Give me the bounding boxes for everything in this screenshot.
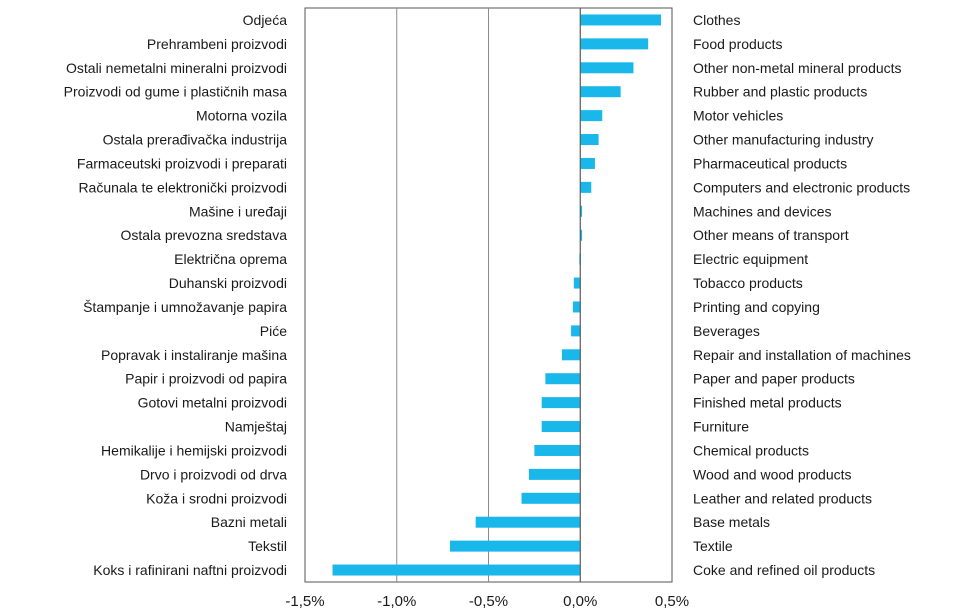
category-label: Motorna vozila — [196, 108, 287, 124]
category-label-english: Coke and refined oil products — [693, 562, 875, 578]
category-label-english: Leather and related products — [693, 490, 872, 506]
bar — [541, 421, 581, 433]
x-tick-label: -1,5% — [285, 593, 324, 610]
category-label: Koks i rafinirani naftni proizvodi — [93, 562, 287, 578]
bar — [580, 38, 649, 50]
category-label-english: Printing and copying — [693, 299, 820, 315]
category-label-english: Other non-metal mineral products — [693, 60, 902, 76]
category-label-english: Tobacco products — [693, 275, 803, 291]
bar — [528, 468, 581, 480]
category-label: Ostala prevozna sredstava — [120, 227, 287, 243]
category-label: Drvo i proizvodi od drva — [140, 466, 287, 482]
bar — [475, 516, 581, 528]
category-label: Štampanje i umnožavanje papira — [83, 299, 287, 315]
category-label-english: Other means of transport — [693, 227, 849, 243]
category-label-english: Repair and installation of machines — [693, 347, 911, 363]
category-label-english: Chemical products — [693, 442, 809, 458]
bar — [580, 62, 634, 74]
x-tick-label: 0,5% — [655, 593, 689, 610]
category-label-english: Food products — [693, 36, 783, 52]
category-label: Namještaj — [225, 419, 287, 435]
bar — [449, 540, 581, 552]
x-tick-label: -1,0% — [377, 593, 416, 610]
bar — [571, 325, 581, 337]
bar — [580, 86, 621, 98]
category-label: Papir i proizvodi od papira — [125, 371, 287, 387]
category-label-english: Wood and wood products — [693, 466, 852, 482]
category-label-english: Finished metal products — [693, 395, 842, 411]
category-label: Električna oprema — [174, 251, 287, 267]
bar — [580, 110, 603, 122]
category-labels-english: Clothes Food products Other non-metal mine… — [693, 12, 911, 578]
category-label-english: Rubber and plastic products — [693, 84, 867, 100]
bar — [580, 229, 583, 241]
category-label-english: Paper and paper products — [693, 371, 855, 387]
category-label-english: Other manufacturing industry — [693, 132, 874, 148]
x-axis-tick-labels: -1,5% -1,0% -0,5% 0,0% 0,5% — [285, 593, 689, 610]
category-label: Farmaceutski proizvodi i preparati — [77, 155, 287, 171]
bar — [580, 157, 595, 169]
bar — [572, 301, 581, 313]
bar — [545, 373, 581, 385]
category-label: Ostali nemetalni mineralni proizvodi — [66, 60, 287, 76]
x-tick-label: -0,5% — [469, 593, 508, 610]
category-label: Popravak i instaliranje mašina — [101, 347, 287, 363]
category-label-english: Textile — [693, 538, 733, 554]
category-label: Mašine i uređaji — [189, 203, 287, 219]
category-label: Prehrambeni proizvodi — [147, 36, 287, 52]
category-label-english: Furniture — [693, 419, 749, 435]
bar — [580, 134, 599, 146]
bar — [521, 492, 581, 504]
bar — [580, 205, 583, 217]
category-label-english: Clothes — [693, 12, 740, 28]
bar — [541, 397, 581, 409]
bar — [573, 277, 581, 289]
category-label: Hemikalije i hemijski proizvodi — [101, 442, 287, 458]
category-label: Odjeća — [243, 12, 288, 28]
bar — [580, 14, 661, 26]
category-label-english: Computers and electronic products — [693, 179, 910, 195]
category-label: Duhanski proizvodi — [169, 275, 287, 291]
category-label: Ostala prerađivačka industrija — [103, 132, 288, 148]
category-label: Bazni metali — [211, 514, 287, 530]
plot-area — [304, 7, 673, 583]
bar — [534, 444, 581, 456]
x-tick-label: 0,0% — [563, 593, 597, 610]
category-label-english: Beverages — [693, 323, 760, 339]
bar — [332, 564, 581, 576]
category-label: Tekstil — [248, 538, 287, 554]
category-label-english: Base metals — [693, 514, 770, 530]
category-label-english: Machines and devices — [693, 203, 832, 219]
category-label: Gotovi metalni proizvodi — [138, 395, 287, 411]
category-labels-local: Odjeća Prehrambeni proizvodi Ostali nemeta… — [64, 12, 288, 578]
category-label: Računala te elektronički proizvodi — [78, 179, 287, 195]
category-label-english: Electric equipment — [693, 251, 808, 267]
category-label: Piće — [260, 323, 287, 339]
category-label-english: Pharmaceutical products — [693, 155, 847, 171]
bar — [580, 181, 592, 193]
category-label-english: Motor vehicles — [693, 108, 783, 124]
category-label: Koža i srodni proizvodi — [146, 490, 287, 506]
category-label: Proizvodi od gume i plastičnih masa — [64, 84, 288, 100]
bar — [561, 349, 581, 361]
